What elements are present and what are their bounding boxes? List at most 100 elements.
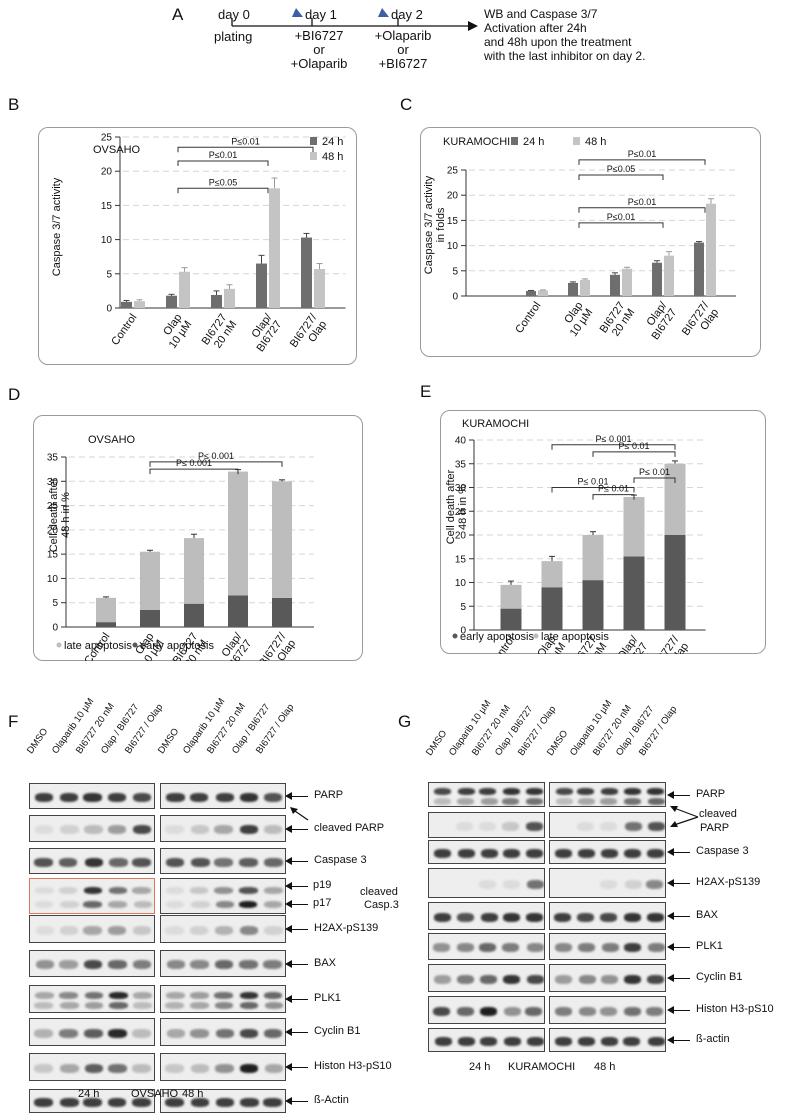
p-value-label: P≤ 0.01 <box>619 441 650 451</box>
cleaved-caspase-name: Casp.3 <box>364 899 399 911</box>
band-arrow-icon <box>285 1097 308 1106</box>
protein-band <box>107 792 127 802</box>
y-axis-label-line: Cell death after <box>48 477 60 552</box>
protein-band <box>239 857 258 867</box>
protein-band <box>215 792 235 802</box>
significance-bracket <box>578 174 664 181</box>
cleaved-parp-label: PARP <box>700 822 730 834</box>
bar-early-apoptosis <box>623 556 645 630</box>
protein-band <box>647 798 665 806</box>
day0-sub: plating <box>214 29 253 44</box>
legend-label: late apoptosis <box>541 631 609 643</box>
protein-band <box>503 974 521 984</box>
protein-band <box>58 887 78 895</box>
protein-band <box>35 960 55 969</box>
protein-band <box>165 900 185 908</box>
protein-band <box>578 798 596 806</box>
blot-footer-48: 48 h <box>594 1061 616 1073</box>
blot-strip <box>549 782 666 807</box>
protein-band <box>191 857 210 867</box>
blot-strip <box>549 996 666 1024</box>
protein-band <box>555 788 573 796</box>
protein-band <box>165 1002 184 1010</box>
protein-band <box>264 1063 284 1073</box>
legend-swatch <box>310 152 317 160</box>
protein-band <box>263 792 283 802</box>
protein-band <box>84 1002 104 1010</box>
band-arrow-icon <box>285 959 308 968</box>
protein-band <box>600 798 618 806</box>
significance-bracket <box>592 494 635 500</box>
p-value-label: P≤ 0.01 <box>578 477 609 487</box>
protein-band <box>166 960 186 969</box>
protein-band <box>503 1036 521 1046</box>
blot-strip <box>428 840 545 864</box>
protein-band <box>132 887 151 895</box>
protein-band <box>600 821 618 831</box>
protein-band <box>60 1063 79 1073</box>
legend-label: 48 h <box>322 151 343 163</box>
band-arrow-icon <box>285 995 308 1004</box>
protein-band <box>108 900 127 908</box>
protein-band <box>35 991 54 999</box>
protein-band <box>84 857 104 867</box>
cleaved-caspase-fragment-label: p17 <box>313 897 332 909</box>
lane-label: DMSO <box>423 728 450 758</box>
y-tick-label: 35 <box>47 453 59 464</box>
band-arrow-icon <box>667 1036 690 1045</box>
y-tick-label: 30 <box>47 477 59 488</box>
protein-band <box>623 798 641 806</box>
bar-24-h <box>121 301 132 308</box>
protein-band <box>433 912 451 922</box>
protein-band <box>108 1028 127 1038</box>
protein-band <box>263 991 283 999</box>
blot-row-label: cleaved PARP <box>314 821 385 834</box>
protein-band <box>503 1006 521 1016</box>
blot-footer-cell: KURAMOCHI <box>508 1061 576 1073</box>
protein-band <box>263 825 283 834</box>
y-tick-label: 15 <box>455 554 467 565</box>
protein-band <box>107 825 127 834</box>
y-axis-label: Cell death after 48 h in % <box>445 469 469 544</box>
protein-band <box>215 1063 234 1073</box>
legend-label: 48 h <box>585 136 606 148</box>
blot-strip <box>549 933 666 960</box>
panel-f-label: F <box>8 712 19 731</box>
protein-band <box>578 943 596 952</box>
bar-early-apoptosis <box>272 597 292 627</box>
bar-late-apoptosis <box>541 561 563 588</box>
protein-band <box>132 960 152 969</box>
significance-bracket <box>578 207 706 213</box>
blot-strip <box>549 964 666 992</box>
protein-band <box>60 825 79 834</box>
protein-band <box>165 857 185 867</box>
protein-band <box>623 788 641 796</box>
y-tick-label: 20 <box>447 191 459 202</box>
protein-band <box>457 1036 475 1046</box>
protein-band <box>525 788 543 796</box>
p-value-label: P≤0.05 <box>607 164 635 174</box>
arrow-line <box>673 807 699 818</box>
band-arrow-icon <box>667 879 690 888</box>
protein-band <box>433 943 451 952</box>
blot-strip <box>428 868 545 898</box>
blot-strip <box>549 868 666 898</box>
day2-line: or <box>397 42 409 57</box>
protein-band <box>264 925 283 935</box>
protein-band <box>189 925 209 935</box>
chart-title: KURAMOCHI <box>462 418 529 430</box>
blot-strip <box>160 878 286 914</box>
band-arrow-icon <box>667 848 690 857</box>
legend-label: 24 h <box>322 136 343 148</box>
protein-band <box>189 792 209 802</box>
significance-bracket <box>578 222 664 228</box>
blot-strip <box>549 812 666 838</box>
protein-band <box>166 1028 186 1038</box>
protein-band <box>191 900 210 908</box>
protein-band <box>456 821 474 831</box>
y-axis-label: Caspase 3/7 activity in folds <box>423 175 447 274</box>
protein-band <box>502 798 520 806</box>
significance-bracket <box>177 160 269 166</box>
day1-label: day 1 <box>305 7 337 22</box>
